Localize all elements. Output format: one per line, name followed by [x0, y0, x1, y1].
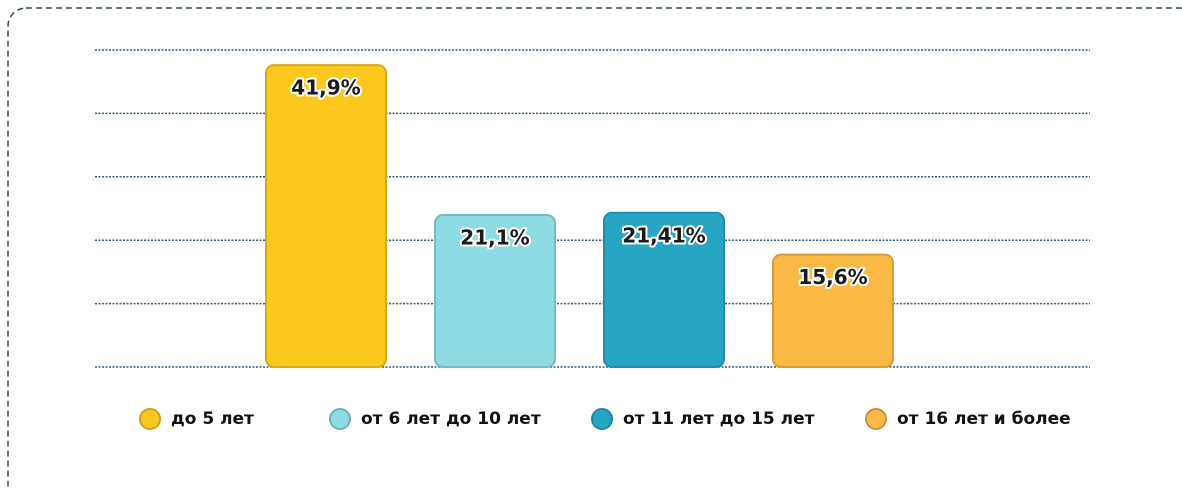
legend-label: от 16 лет и более: [897, 409, 1071, 429]
value-label: 41,9%: [291, 76, 360, 100]
value-label: 15,6%: [798, 265, 867, 289]
legend-marker: [329, 408, 351, 430]
bar: [772, 253, 894, 368]
legend-label: до 5 лет: [171, 409, 254, 429]
value-label: 21,1%: [460, 225, 529, 249]
bar: [434, 213, 556, 368]
legend-marker: [591, 408, 613, 430]
legend-label: от 6 лет до 10 лет: [361, 409, 541, 429]
bar: [265, 64, 387, 368]
legend-label: от 11 лет до 15 лет: [623, 409, 815, 429]
value-label: 21,41%: [622, 223, 705, 247]
legend-marker: [139, 408, 161, 430]
legend-marker: [865, 408, 887, 430]
bar: [603, 211, 725, 368]
